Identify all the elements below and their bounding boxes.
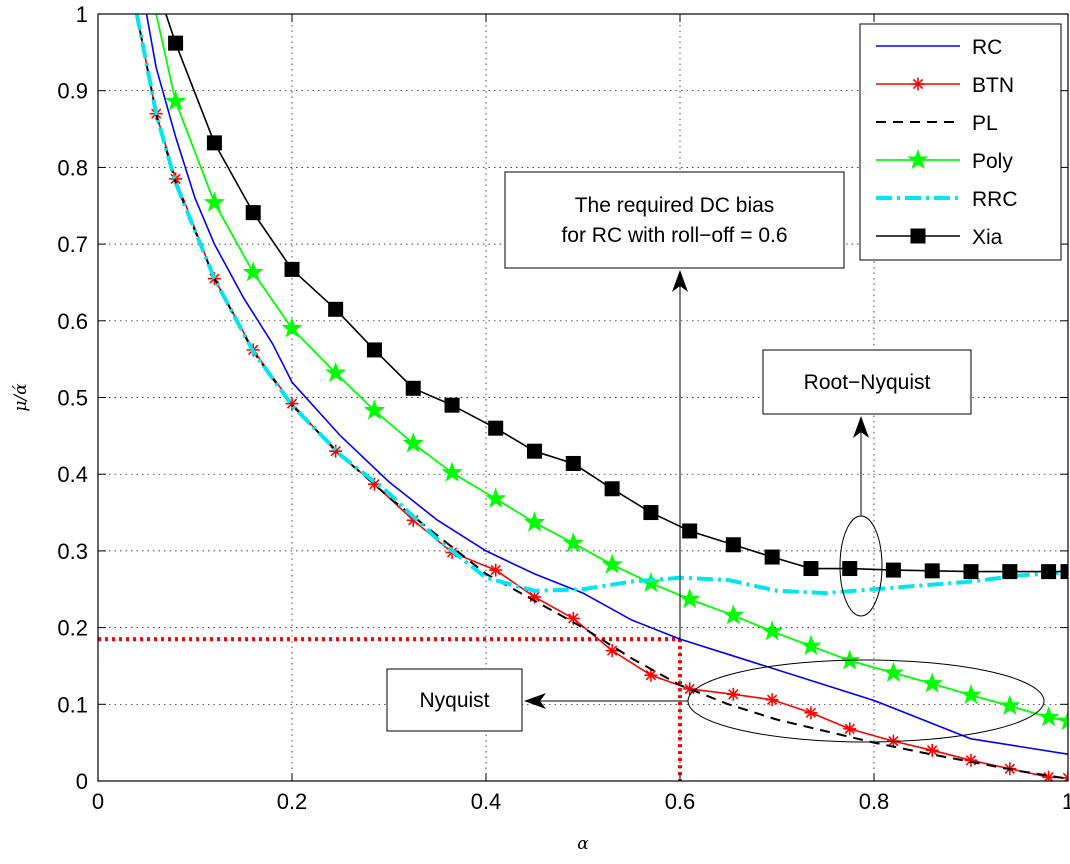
point-xia [1002, 564, 1017, 579]
legend-marker [911, 229, 926, 244]
point-xia [605, 481, 620, 496]
legend-marker [912, 78, 925, 91]
point-xia [643, 505, 658, 520]
point-btn [489, 564, 502, 577]
x-tick-label: 1 [1062, 789, 1070, 814]
x-axis-label: α [577, 834, 589, 854]
point-xia [925, 563, 940, 578]
point-xia [527, 444, 542, 459]
y-tick-label: 0 [76, 769, 88, 794]
y-tick-label: 0.5 [57, 386, 88, 411]
legend-label: Poly [972, 150, 1013, 173]
legend-label: BTN [972, 74, 1014, 97]
point-xia [765, 550, 780, 565]
annotation-root-nyquist: Root−Nyquist [763, 350, 971, 414]
legend-label: RRC [972, 188, 1018, 211]
y-tick-label: 0.1 [57, 692, 88, 717]
y-tick-label: 0.9 [57, 79, 88, 104]
point-btn [727, 688, 740, 701]
point-xia [964, 564, 979, 579]
point-xia [886, 563, 901, 578]
legend-label: PL [972, 112, 998, 135]
point-xia [445, 398, 460, 413]
point-xia [246, 205, 261, 220]
point-xia [726, 537, 741, 552]
point-xia [328, 302, 343, 317]
x-tick-label: 0.6 [665, 789, 696, 814]
y-tick-label: 0.7 [57, 232, 88, 257]
y-axis-label: μ/ά [11, 383, 31, 412]
point-btn [644, 669, 657, 682]
point-xia [566, 456, 581, 471]
point-btn [843, 722, 856, 735]
annotation-box [505, 172, 844, 268]
legend-label: Xia [972, 226, 1003, 249]
annotation-dc-bias: The required DC bias for RC with roll−off… [505, 172, 844, 268]
point-xia [406, 381, 421, 396]
y-tick-label: 0.8 [57, 155, 88, 180]
x-tick-label: 0.2 [277, 789, 308, 814]
point-btn [606, 644, 619, 657]
point-btn [766, 693, 779, 706]
legend-label: RC [972, 36, 1002, 59]
annotation-nyquist: Nyquist [387, 669, 522, 731]
point-xia [1041, 564, 1056, 579]
point-btn [965, 754, 978, 767]
x-tick-label: 0 [92, 789, 104, 814]
point-xia [207, 135, 222, 150]
legend-box [860, 24, 1061, 260]
annotation-text: for RC with roll−off = 0.6 [561, 224, 787, 247]
legend: RC BTN PL Poly RRC Xia [860, 24, 1061, 260]
annotation-text: The required DC bias [575, 194, 775, 217]
point-xia [367, 342, 382, 357]
x-tick-label: 0.4 [471, 789, 502, 814]
point-btn [804, 706, 817, 719]
point-xia [842, 561, 857, 576]
point-xia [285, 262, 300, 277]
annotation-text: Root−Nyquist [804, 371, 931, 394]
point-xia [488, 421, 503, 436]
point-xia [803, 561, 818, 576]
y-tick-label: 0.3 [57, 539, 88, 564]
y-tick-label: 0.6 [57, 309, 88, 334]
point-xia [168, 36, 183, 51]
y-tick-label: 0.2 [57, 616, 88, 641]
point-xia [682, 523, 697, 538]
x-tick-label: 0.8 [859, 789, 890, 814]
point-btn [683, 682, 696, 695]
annotation-text: Nyquist [419, 689, 489, 712]
y-tick-label: 0.4 [57, 462, 88, 487]
y-tick-label: 1 [76, 2, 88, 27]
